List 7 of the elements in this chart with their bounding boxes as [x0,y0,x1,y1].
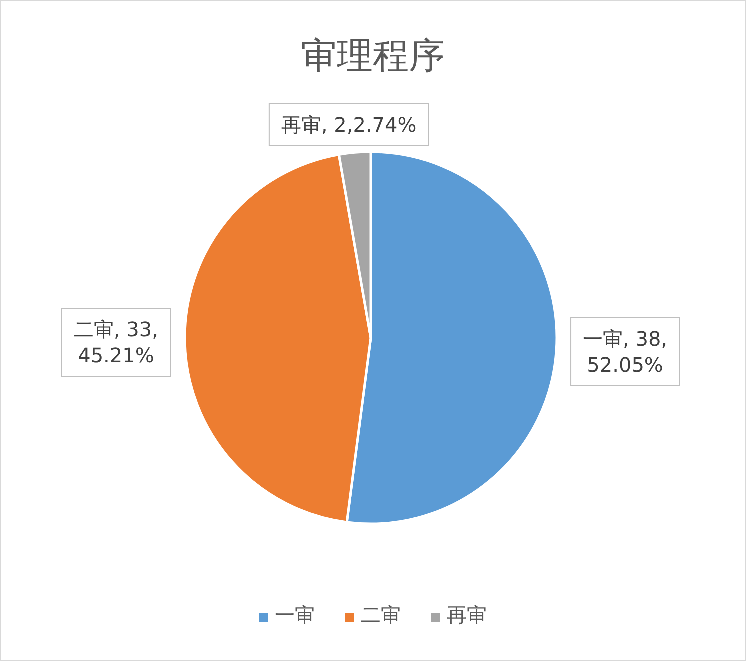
legend-label: 二审 [361,603,401,627]
legend-label: 再审 [447,603,487,627]
data-label: 一审, 38, 52.05% [583,326,668,377]
chart-title: 审理程序 [301,36,445,77]
data-label: 二审, 33, 45.21% [74,318,159,368]
data-label: 再审, 2,2.74% [281,112,417,137]
legend-label: 一审 [275,603,315,627]
